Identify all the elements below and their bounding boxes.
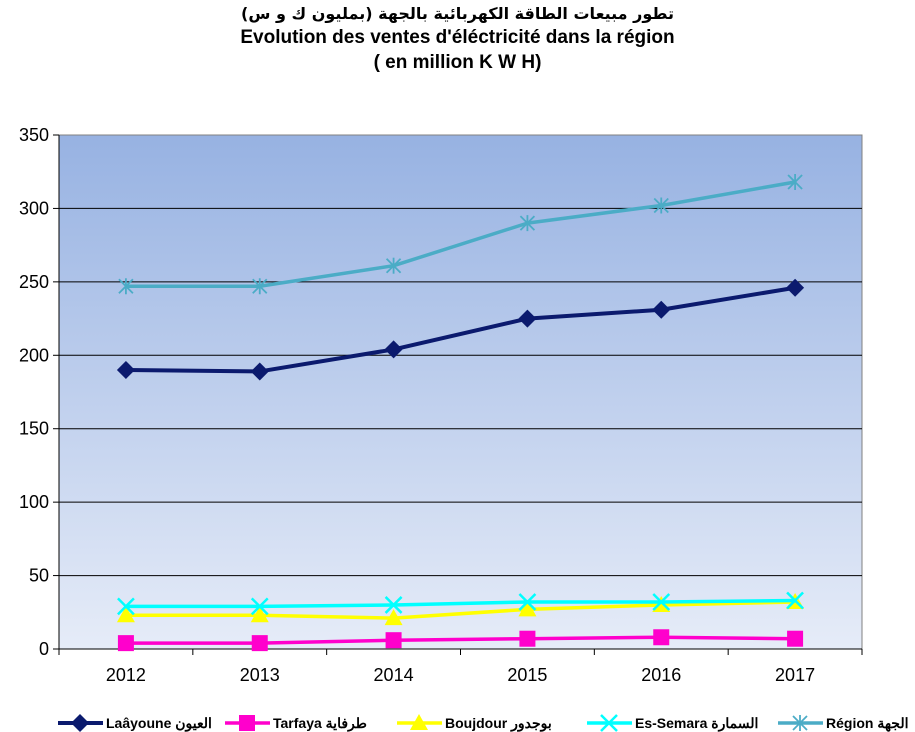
series-3-point-2016 <box>652 593 671 611</box>
y-tick-label: 50 <box>29 566 49 586</box>
series-3-point-2014 <box>384 596 403 614</box>
legend: Laâyoune العيون Tarfaya طرفاية Boujdour بو… <box>58 714 909 732</box>
series-0-point-2013 <box>250 362 269 381</box>
legend-swatch-marker-0 <box>71 714 89 732</box>
marker-stroke <box>384 596 403 614</box>
x-tick-label-2017: 2017 <box>775 665 815 685</box>
legend-swatch-marker-4 <box>792 715 808 731</box>
y-tick-label: 350 <box>19 125 49 145</box>
series-0-point-2017 <box>786 278 805 297</box>
series-4-point-2013 <box>252 278 268 295</box>
series-1-point-2015 <box>519 630 536 647</box>
chart-title-arabic: تطور مبيعات الطاقة الكهربائية بالجهة (بم… <box>241 4 674 23</box>
series-4-point-2012 <box>118 278 134 295</box>
series-4-point-2017 <box>787 173 803 190</box>
x-tick-label-2014: 2014 <box>374 665 414 685</box>
series-4-line <box>125 180 796 289</box>
legend-label-0: Laâyoune العيون <box>106 715 212 732</box>
series-2-point-2014 <box>384 609 403 626</box>
legend-label-3: Es-Semara السمارة <box>635 715 758 732</box>
series-1-point-2012 <box>117 635 134 652</box>
x-tick-label-2013: 2013 <box>240 665 280 685</box>
legend-swatch-marker-3 <box>600 714 618 732</box>
marker-stroke <box>117 597 135 616</box>
y-tick-label: 150 <box>19 419 49 439</box>
legend-swatch-marker-2 <box>410 714 428 730</box>
series-1-point-2016 <box>653 629 670 646</box>
x-tick-label-2015: 2015 <box>507 665 547 685</box>
series-1-point-2014 <box>385 632 402 649</box>
y-tick-label: 200 <box>19 345 49 365</box>
series-4-point-2015 <box>519 215 536 232</box>
gridlines <box>59 207 862 577</box>
x-tick-label-2012: 2012 <box>106 665 146 685</box>
legend-label-1: Tarfaya طرفاية <box>273 715 367 732</box>
legend-label-2: Boujdour بوجدور <box>445 715 552 732</box>
series-1-line <box>125 635 796 645</box>
y-tick-label: 0 <box>39 639 49 659</box>
chart-title-french: Evolution des ventes d'éléctricité dans … <box>240 27 675 48</box>
series-4-point-2016 <box>653 197 669 214</box>
legend-label-4: Région الجهة <box>826 715 909 732</box>
series-0-point-2016 <box>652 300 671 319</box>
marker-stroke <box>652 593 671 611</box>
series-2-point-2015 <box>518 600 537 617</box>
y-tick-label: 250 <box>19 272 49 292</box>
series-1-point-2017 <box>787 630 804 647</box>
series-0-point-2012 <box>116 360 135 379</box>
chart-subtitle-units: ( en million K W H) <box>373 52 542 73</box>
series-3-point-2012 <box>117 597 135 616</box>
axes: 0 50 100 150 200 250 300 350 2012 2013 2014 2015 201… <box>19 125 863 685</box>
marker-stroke <box>600 714 618 732</box>
series-3-point-2013 <box>250 597 269 616</box>
series-3-line <box>125 598 796 609</box>
series-2-point-2012 <box>116 606 135 623</box>
y-tick-label: 300 <box>19 198 49 218</box>
marker-stroke <box>250 597 269 616</box>
marker-stroke <box>518 593 537 611</box>
series-3-point-2017 <box>786 591 804 610</box>
series-2-point-2013 <box>250 606 269 623</box>
y-tick-label: 100 <box>19 492 49 512</box>
series-3-point-2015 <box>518 593 537 611</box>
series-0-line <box>125 285 796 374</box>
series-2-line <box>125 600 796 620</box>
series-0-point-2015 <box>518 309 537 328</box>
legend-swatch-marker-1 <box>239 715 255 731</box>
series-4-point-2014 <box>385 257 402 274</box>
plot-area <box>58 134 863 650</box>
x-tick-label-2016: 2016 <box>641 665 681 685</box>
marker-stroke <box>786 591 804 610</box>
series-group <box>116 173 805 652</box>
series-0-point-2014 <box>384 340 403 359</box>
series-1-point-2013 <box>251 635 268 652</box>
